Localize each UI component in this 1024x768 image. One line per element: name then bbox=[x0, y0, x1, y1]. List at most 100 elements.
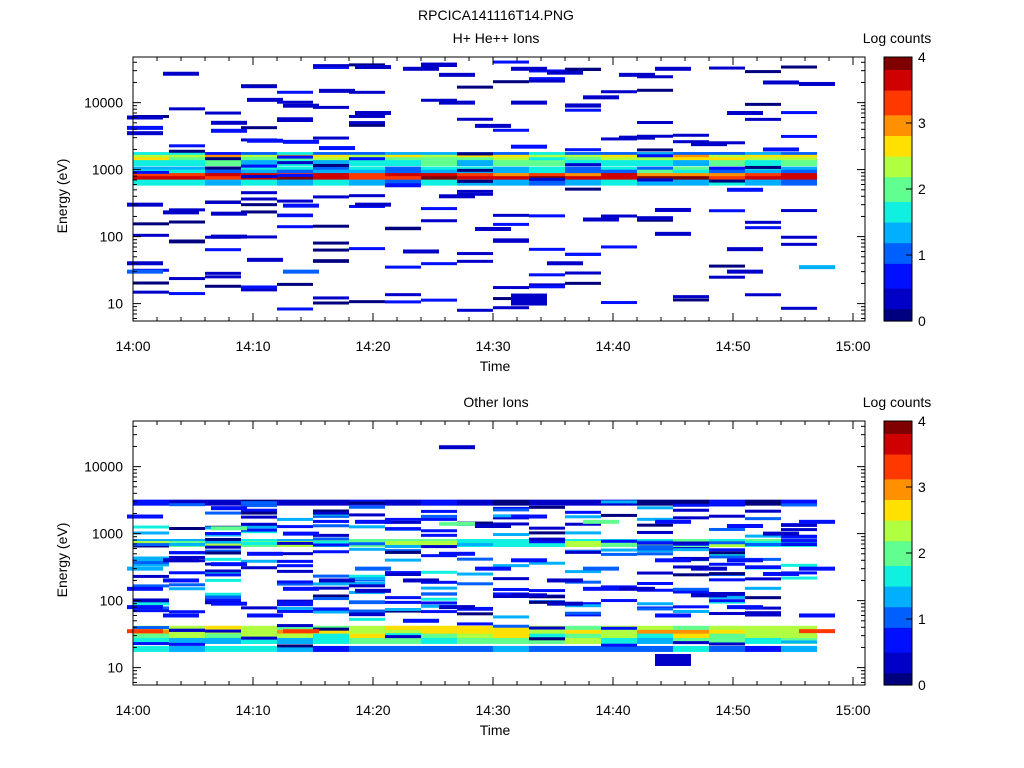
colorbar-segment bbox=[884, 127, 912, 132]
heat-cell bbox=[313, 633, 349, 640]
heat-cell bbox=[169, 176, 205, 183]
colorbar-segment bbox=[884, 292, 912, 297]
heat-cell bbox=[637, 517, 673, 521]
heat-cell bbox=[241, 645, 277, 652]
heat-cell bbox=[313, 163, 349, 167]
heat-cell bbox=[439, 100, 475, 105]
heat-cell bbox=[205, 111, 241, 115]
plot-frame bbox=[132, 56, 866, 322]
heat-cell bbox=[133, 598, 169, 602]
heat-cell bbox=[247, 138, 283, 143]
colorbar-segment bbox=[884, 65, 912, 70]
heat-cell bbox=[385, 293, 421, 297]
heat-cell bbox=[205, 169, 241, 176]
heat-cell bbox=[745, 166, 781, 173]
heat-cell bbox=[673, 133, 709, 137]
heat-cell bbox=[673, 633, 709, 640]
heat-cell bbox=[163, 71, 199, 76]
heat-cell bbox=[457, 176, 493, 183]
heat-cell bbox=[169, 628, 205, 632]
colorbar-segment bbox=[884, 425, 912, 430]
heat-cell bbox=[277, 199, 313, 203]
heat-cell bbox=[637, 178, 673, 182]
heat-cell bbox=[709, 166, 745, 170]
heat-cell bbox=[637, 148, 673, 152]
heat-cell bbox=[421, 625, 457, 632]
heat-cell bbox=[313, 160, 349, 167]
heat-cell bbox=[709, 169, 745, 176]
heat-cell bbox=[205, 157, 241, 161]
heat-cell bbox=[583, 566, 619, 571]
heat-cell bbox=[169, 633, 205, 640]
heat-cell bbox=[169, 166, 205, 173]
heat-cell bbox=[385, 173, 421, 180]
heat-cell bbox=[355, 588, 391, 593]
heat-cell bbox=[637, 160, 673, 167]
heat-cell bbox=[637, 625, 673, 632]
heat-cell bbox=[313, 499, 349, 506]
colorbar-segment bbox=[884, 271, 912, 277]
colorbar-segment bbox=[884, 275, 912, 281]
colorbar-segment bbox=[884, 172, 912, 178]
heat-cell bbox=[241, 175, 277, 179]
heat-cell bbox=[565, 148, 601, 152]
heat-cell bbox=[529, 541, 565, 548]
heat-cell bbox=[205, 549, 241, 553]
heat-cell bbox=[529, 169, 565, 176]
heat-cell bbox=[529, 247, 565, 251]
heat-cell bbox=[619, 72, 655, 77]
heat-cell bbox=[709, 66, 745, 70]
heat-cell bbox=[241, 606, 277, 610]
heat-cell bbox=[709, 264, 745, 268]
heat-cell bbox=[349, 194, 385, 198]
heat-cell bbox=[241, 501, 277, 505]
heat-cell bbox=[457, 252, 493, 256]
heat-cell bbox=[745, 534, 781, 538]
heat-cell bbox=[277, 552, 313, 556]
y-tick-label: 1000 bbox=[92, 526, 123, 542]
y-tick-label: 100 bbox=[100, 593, 124, 609]
heat-cell bbox=[169, 551, 205, 555]
heat-cell bbox=[133, 563, 169, 567]
heat-cell bbox=[691, 142, 727, 147]
heat-cell bbox=[283, 586, 319, 591]
heat-cell bbox=[421, 169, 457, 176]
colorbar-segment bbox=[884, 242, 912, 248]
colorbar-tick-label: 2 bbox=[918, 181, 926, 197]
heat-cell bbox=[421, 509, 457, 513]
heat-cell bbox=[127, 202, 163, 207]
heat-cell bbox=[781, 633, 817, 640]
heat-cell bbox=[565, 176, 601, 183]
heat-cell bbox=[283, 203, 319, 208]
colorbar-segment bbox=[884, 565, 912, 571]
heat-cell bbox=[277, 100, 313, 104]
heat-cell bbox=[385, 544, 421, 548]
heat-cell bbox=[637, 154, 673, 158]
heat-cell bbox=[673, 166, 709, 173]
heat-cell bbox=[781, 160, 817, 167]
heat-cell bbox=[313, 537, 349, 541]
heat-cell bbox=[355, 111, 391, 116]
heat-cell bbox=[565, 637, 601, 644]
heat-cell bbox=[601, 637, 637, 644]
colorbar-segment bbox=[884, 643, 912, 649]
heat-cell bbox=[133, 166, 169, 173]
heat-cell bbox=[169, 499, 205, 506]
heat-cell bbox=[241, 210, 277, 214]
heat-cell bbox=[673, 637, 709, 644]
heat-cell bbox=[457, 160, 493, 167]
heat-cell bbox=[211, 562, 247, 567]
heat-cell bbox=[727, 269, 763, 274]
heat-cell bbox=[349, 90, 385, 94]
heat-cell bbox=[439, 551, 475, 556]
heat-cell bbox=[457, 633, 493, 640]
heat-cell bbox=[511, 293, 547, 306]
colorbar-tick-label: 1 bbox=[918, 247, 926, 263]
heat-cell bbox=[745, 586, 781, 590]
heat-cell bbox=[283, 629, 319, 634]
heat-cell bbox=[133, 222, 169, 226]
heat-cell bbox=[247, 257, 283, 262]
heat-cell bbox=[457, 557, 493, 561]
colorbar-segment bbox=[884, 573, 912, 579]
heat-cell bbox=[133, 558, 169, 562]
